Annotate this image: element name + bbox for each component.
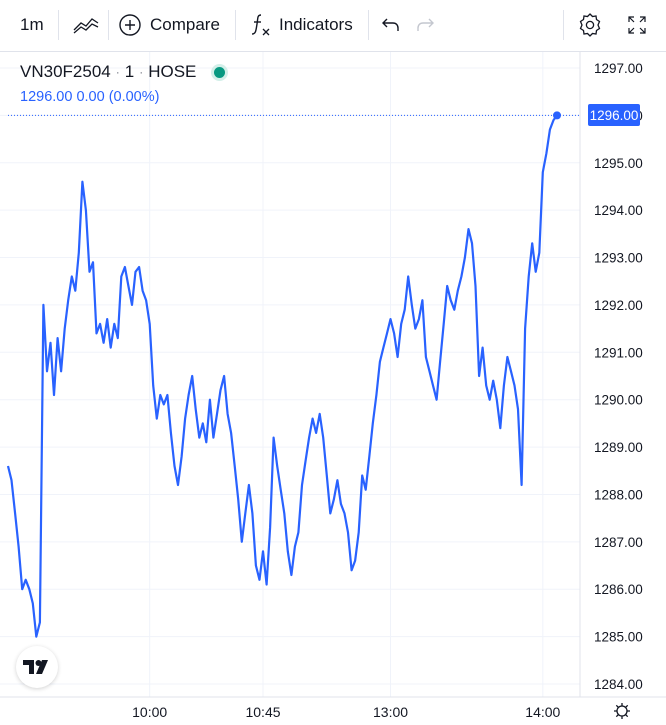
chart-type-button[interactable] [70,0,102,50]
market-status-icon [214,66,226,78]
legend-separator: · [139,65,144,79]
last-price-badge: 1296.00 [588,104,640,127]
interval-label: 1m [20,15,44,34]
symbol-legend[interactable]: VN30F2504 · 1 · HOSE [20,62,226,82]
interval-button[interactable]: 1m [20,0,44,50]
y-tick-label: 1285.00 [594,630,643,645]
price-series-line [6,114,558,638]
fullscreen-icon [628,16,646,34]
top-toolbar: 1m Compare Indicators [0,0,666,52]
y-tick-label: 1291.00 [594,345,643,360]
y-tick-label: 1295.00 [594,156,643,171]
legend-interval: 1 [124,62,135,81]
y-tick-label: 1289.00 [594,440,643,455]
function-icon [251,14,270,36]
x-tick-label: 14:00 [525,704,560,720]
tv-logo-icon [23,660,48,674]
indicators-label: Indicators [279,15,353,34]
y-tick-label: 1288.00 [594,487,643,502]
undo-button[interactable] [378,0,404,50]
y-tick-label: 1294.00 [594,203,643,218]
y-tick-label: 1284.00 [594,677,643,692]
toolbar-divider [58,10,59,40]
fullscreen-button[interactable] [622,0,652,50]
compare-label: Compare [150,15,220,34]
y-tick-label: 1293.00 [594,251,643,266]
y-tick-label: 1292.00 [594,298,643,313]
y-tick-label: 1287.00 [594,535,643,550]
indicators-button[interactable]: Indicators [248,0,353,50]
compare-button[interactable]: Compare [118,0,220,50]
toolbar-divider [108,10,109,40]
x-tick-label: 13:00 [373,704,408,720]
gear-icon [579,13,601,37]
undo-icon [382,18,399,31]
line-chart-icon [73,18,99,34]
y-tick-label: 1286.00 [594,582,643,597]
x-tick-label: 10:45 [245,704,280,720]
axis-settings-icon [614,703,630,719]
redo-button[interactable] [412,0,438,50]
toolbar-divider [235,10,236,40]
exchange-name: HOSE [148,62,197,81]
y-tick-label: 1297.00 [594,61,643,76]
last-price-point [553,111,561,120]
toolbar-divider [368,10,369,40]
redo-icon [417,18,434,31]
toolbar-divider [563,10,564,40]
legend-separator: · [115,65,120,79]
legend-values: 1296.00 0.00 (0.00%) [20,89,160,105]
settings-button[interactable] [575,0,605,50]
x-tick-label: 10:00 [132,704,167,720]
symbol-name: VN30F2504 [20,62,111,81]
tradingview-logo[interactable] [16,646,58,688]
plus-circle-icon [119,14,141,36]
y-tick-label: 1290.00 [594,393,643,408]
